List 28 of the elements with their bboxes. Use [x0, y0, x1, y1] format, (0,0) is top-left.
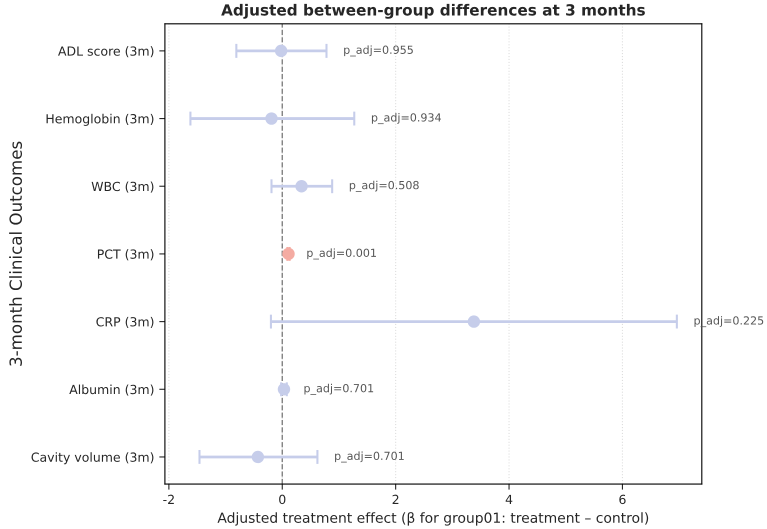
y-tick-label: Hemoglobin (3m): [46, 114, 154, 126]
point: [468, 315, 480, 328]
y-tick-label: PCT (3m): [98, 249, 154, 260]
annotation: p_adj=0.701: [304, 384, 374, 395]
y-tick-label: CRP (3m): [96, 316, 154, 328]
y-tick-label: WBC (3m): [92, 182, 154, 193]
annotation: p_adj=0.955: [344, 45, 413, 56]
annotation: p_adj=0.508: [350, 180, 419, 192]
annotation: p_adj=0.701: [335, 451, 404, 462]
x-tick-label: 0: [279, 494, 286, 504]
chart-title: Adjusted between-group differences at 3 months: [221, 4, 645, 19]
x-tick-label: 4: [506, 494, 512, 504]
point: [278, 383, 290, 396]
annotation: p_adj=0.934: [372, 113, 441, 124]
point: [282, 248, 295, 260]
point: [295, 180, 308, 192]
annotation: p_adj=0.001: [307, 248, 376, 260]
x-tick-label: 2: [392, 494, 398, 504]
x-tick-label: 6: [619, 494, 626, 504]
point: [252, 450, 264, 464]
y-tick-label: Cavity volume (3m): [31, 452, 154, 464]
y-tick-label: ADL score (3m): [58, 46, 154, 58]
x-axis-title: Adjusted treatment effect (β for group01: treatment – control): [217, 512, 648, 526]
point: [265, 112, 278, 125]
x-tick-label: -2: [163, 494, 174, 504]
y-axis-title: 3-month Clinical Outcomes: [9, 142, 22, 366]
y-tick-label: Albumin (3m): [69, 384, 154, 396]
point: [274, 44, 288, 58]
